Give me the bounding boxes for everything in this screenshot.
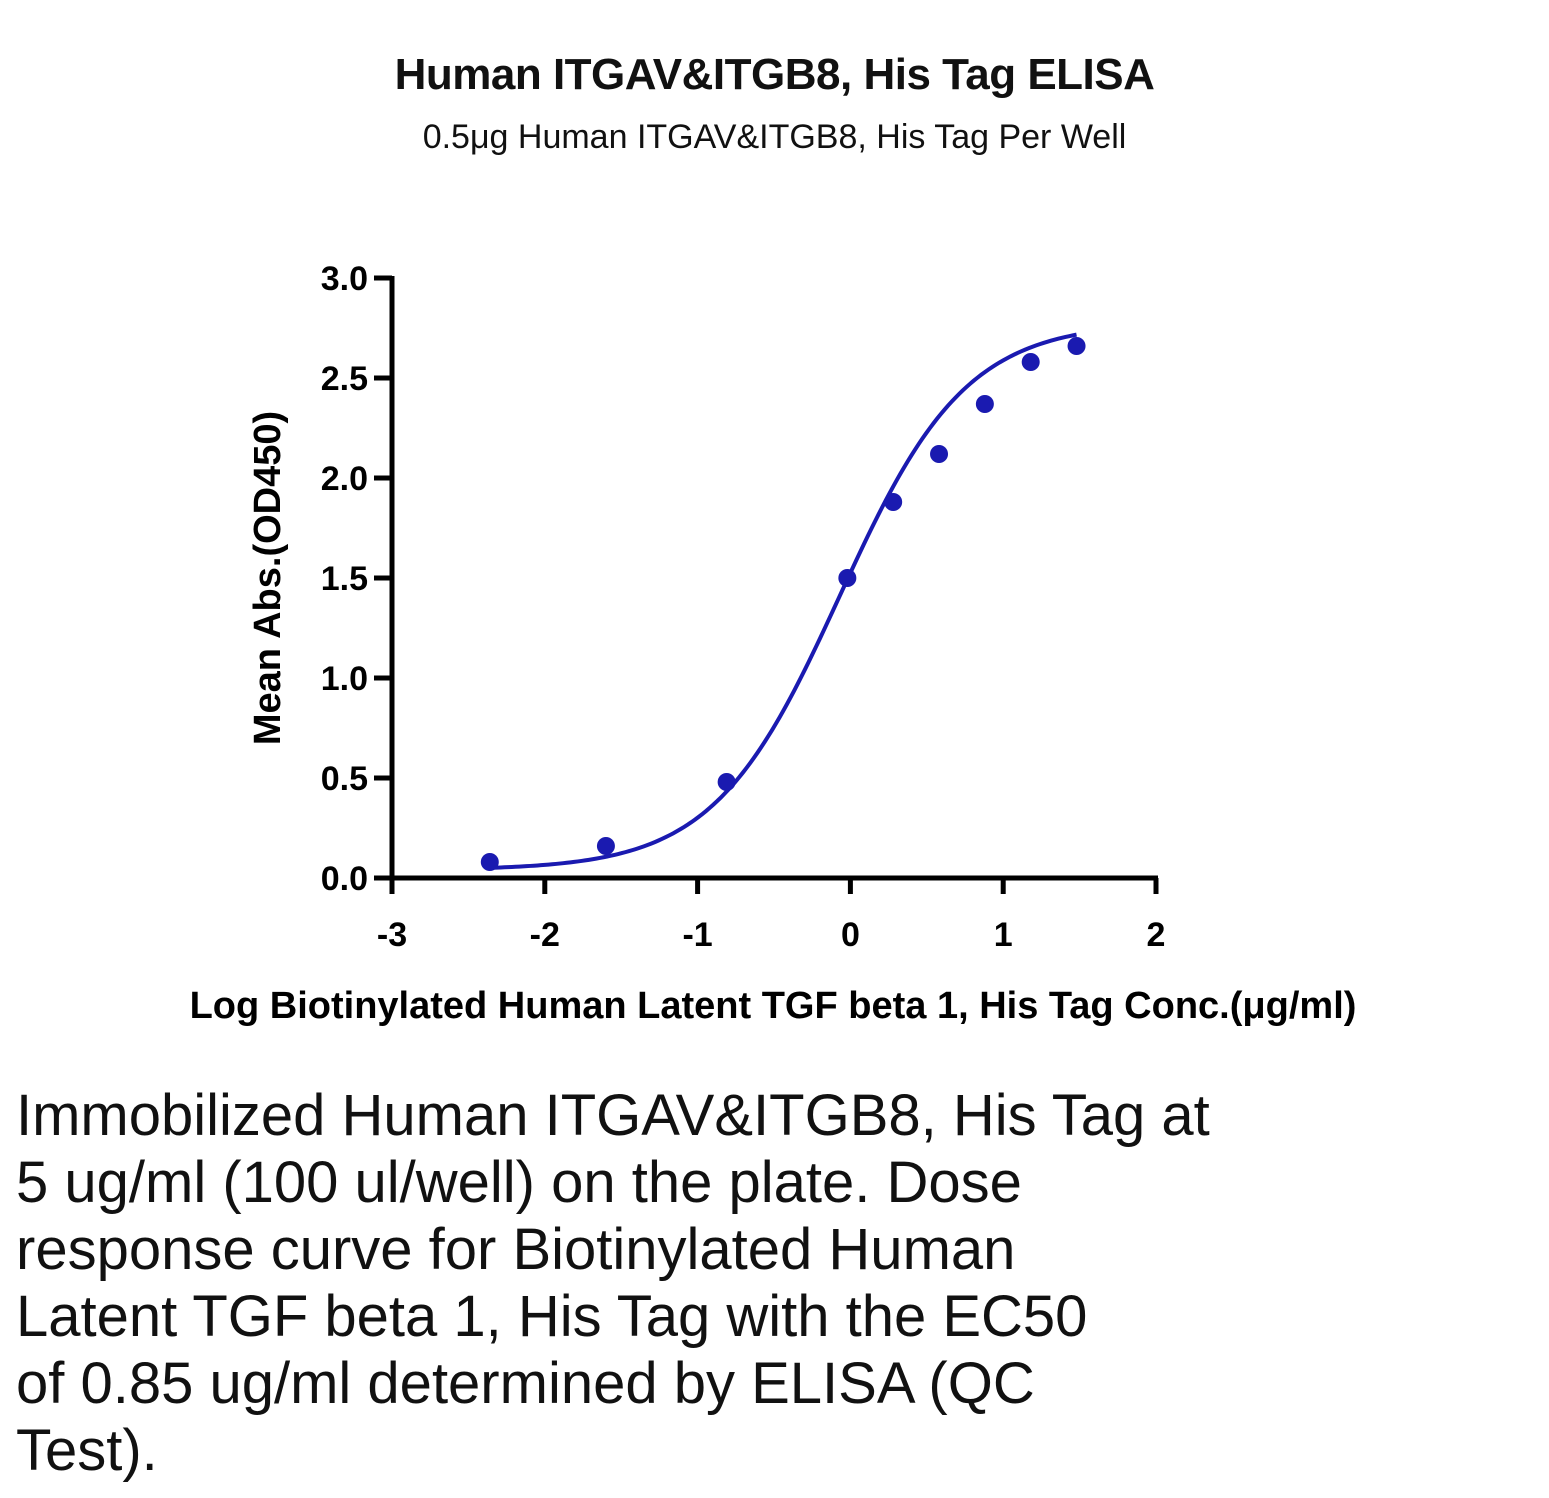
caption-line: Test). xyxy=(16,1418,158,1483)
data-point xyxy=(975,395,994,413)
y-tick-label: 1.0 xyxy=(321,660,368,698)
elisa-chart: -3 -2 -1 0 1 2 0.0 0.5 1.0 1.5 2.0 2.5 3.0 Log Bioti… xyxy=(190,260,1357,1027)
x-tick-label: 2 xyxy=(1147,916,1166,954)
caption-line: 5 ug/ml (100 ul/well) on the plate. Dose xyxy=(16,1150,1022,1215)
chart-title: Human ITGAV&ITGB8, His Tag ELISA xyxy=(394,50,1155,99)
data-point xyxy=(930,445,949,463)
caption-line: Latent TGF beta 1, His Tag with the EC50 xyxy=(16,1284,1088,1349)
data-point xyxy=(717,773,736,791)
y-tick-label: 0.5 xyxy=(321,760,368,798)
data-point xyxy=(838,569,857,587)
fit-curve-group xyxy=(489,332,1077,870)
data-points xyxy=(480,337,1086,871)
caption-line: Immobilized Human ITGAV&ITGB8, His Tag a… xyxy=(16,1083,1210,1148)
y-axis-label: Mean Abs.(OD450) xyxy=(247,411,289,745)
data-point xyxy=(1021,353,1040,371)
fit-curve xyxy=(489,332,1077,870)
y-tick-label: 0.0 xyxy=(321,860,368,898)
data-point xyxy=(1067,337,1086,355)
data-point xyxy=(884,493,903,511)
axes xyxy=(389,276,1158,881)
x-tick-label: 1 xyxy=(994,916,1013,954)
y-tick-label: 3.0 xyxy=(321,260,368,298)
ticks: -3 -2 -1 0 1 2 0.0 0.5 1.0 1.5 2.0 2.5 3.0 xyxy=(321,260,1166,954)
x-tick-label: -3 xyxy=(377,916,407,954)
x-axis-label: Log Biotinylated Human Latent TGF beta 1… xyxy=(190,985,1357,1027)
caption-line: response curve for Biotinylated Human xyxy=(16,1217,1016,1282)
data-point xyxy=(480,853,499,871)
caption: Immobilized Human ITGAV&ITGB8, His Tag a… xyxy=(16,1082,1276,1484)
y-tick-label: 2.5 xyxy=(321,360,368,398)
x-tick-label: -2 xyxy=(530,916,560,954)
y-tick-label: 1.5 xyxy=(321,560,368,598)
x-tick-label: 0 xyxy=(841,916,860,954)
caption-line: of 0.85 ug/ml determined by ELISA (QC xyxy=(16,1351,1035,1416)
data-point xyxy=(596,837,615,855)
x-tick-label: -1 xyxy=(682,916,712,954)
y-tick-label: 2.0 xyxy=(321,460,368,498)
chart-subtitle: 0.5μg Human ITGAV&ITGB8, His Tag Per Wel… xyxy=(422,118,1127,156)
